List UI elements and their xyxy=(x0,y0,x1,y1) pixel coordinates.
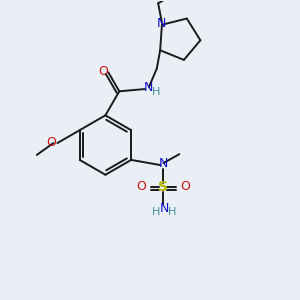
Text: N: N xyxy=(160,202,169,215)
Text: N: N xyxy=(144,81,154,94)
Text: O: O xyxy=(137,180,146,194)
Text: O: O xyxy=(98,65,108,78)
Text: N: N xyxy=(156,17,166,30)
Text: S: S xyxy=(158,180,168,194)
Text: O: O xyxy=(180,180,190,194)
Text: O: O xyxy=(46,136,56,148)
Text: H: H xyxy=(152,207,161,217)
Text: H: H xyxy=(152,87,160,97)
Text: N: N xyxy=(159,157,168,169)
Text: H: H xyxy=(168,207,176,217)
